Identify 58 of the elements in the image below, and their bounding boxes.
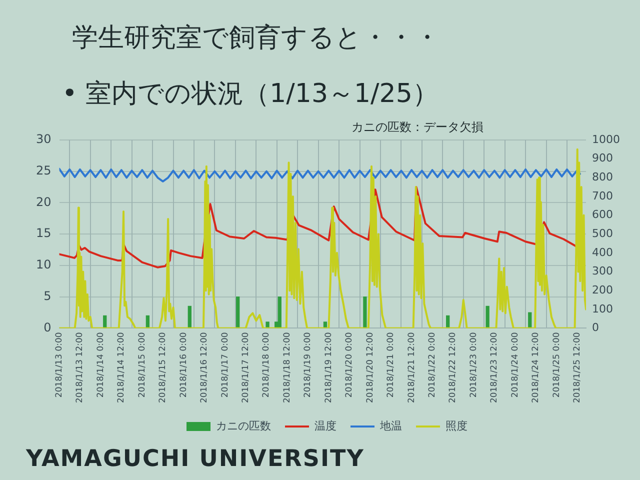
x-tick-label: 2018/1/24 12:00 (531, 332, 542, 403)
legend-label: 地温 (379, 419, 402, 432)
x-tick-label: 2018/1/19 0:00 (303, 332, 314, 398)
y2-tick-label: 1000 (592, 132, 620, 146)
y2-tick-label: 500 (592, 226, 614, 240)
y-tick-label: 25 (36, 163, 52, 178)
y-tick-label: 0 (44, 320, 52, 334)
y2-tick-label: 400 (592, 246, 614, 259)
x-tick-label: 2018/1/25 12:00 (572, 332, 583, 403)
y2-tick-label: 300 (592, 264, 614, 278)
x-tick-label: 2018/1/21 0:00 (386, 332, 396, 398)
y2-tick-label: 700 (592, 189, 614, 202)
chart-title: 学生研究室で飼育すると・・・ (72, 22, 440, 55)
x-tick-label: 2018/1/22 0:00 (428, 332, 438, 398)
chart-subtitle: • 室内での状況（1/13～1/25） (62, 78, 438, 111)
y2-tick-label: 200 (592, 283, 614, 296)
x-tick-label: 2018/1/17 12:00 (240, 332, 251, 403)
y2-tick-label: 600 (592, 208, 614, 222)
legend-label: 温度 (314, 419, 336, 432)
y2-tick-label: 0 (592, 321, 600, 334)
legend-label: カニの匹数 (216, 419, 271, 432)
x-tick-label: 2018/1/19 12:00 (324, 332, 334, 403)
bar (486, 306, 490, 328)
x-tick-label: 2018/1/24 0:00 (510, 332, 520, 398)
x-tick-label: 2018/1/18 0:00 (262, 332, 272, 398)
y-tick-label: 20 (36, 194, 52, 209)
x-tick-label: 2018/1/25 0:00 (552, 332, 562, 398)
y-tick-label: 30 (36, 132, 52, 146)
x-tick-label: 2018/1/18 12:00 (282, 332, 292, 403)
bar (363, 296, 367, 328)
x-tick-label: 2018/1/13 12:00 (75, 332, 86, 403)
bar (236, 296, 240, 328)
x-tick-label: 2018/1/16 0:00 (178, 332, 189, 398)
x-tick-label: 2018/1/21 12:00 (406, 332, 417, 403)
bar (528, 312, 532, 328)
x-tick-label: 2018/1/15 0:00 (137, 332, 148, 398)
y-tick-label: 5 (44, 288, 52, 303)
text: YAMAGUCHI UNIVERSITY (26, 446, 364, 472)
y2-tick-label: 100 (592, 302, 614, 316)
x-tick-label: 2018/1/16 12:00 (200, 332, 210, 403)
x-tick-label: 2018/1/14 12:00 (116, 332, 127, 403)
y-tick-label: 10 (36, 258, 52, 272)
x-tick-label: 2018/1/17 0:00 (220, 332, 230, 398)
bar (278, 296, 282, 328)
y2-tick-label: 800 (592, 170, 614, 184)
x-tick-label: 2018/1/15 12:00 (158, 332, 168, 403)
x-tick-label: 2018/1/23 0:00 (468, 332, 479, 398)
x-tick-label: 2018/1/23 12:00 (490, 332, 500, 403)
y-tick-label: 15 (36, 226, 52, 240)
legend-label: 照度 (446, 419, 468, 432)
x-tick-label: 2018/1/14 0:00 (96, 332, 106, 398)
y2-tick-label: 900 (592, 152, 614, 165)
bar (188, 306, 192, 328)
x-tick-label: 2018/1/13 0:00 (54, 332, 64, 398)
text: カニの匹数：データ欠損 (351, 120, 484, 134)
x-tick-label: 2018/1/20 0:00 (344, 332, 355, 398)
x-tick-label: 2018/1/20 12:00 (365, 332, 376, 403)
x-tick-label: 2018/1/22 12:00 (448, 332, 458, 403)
